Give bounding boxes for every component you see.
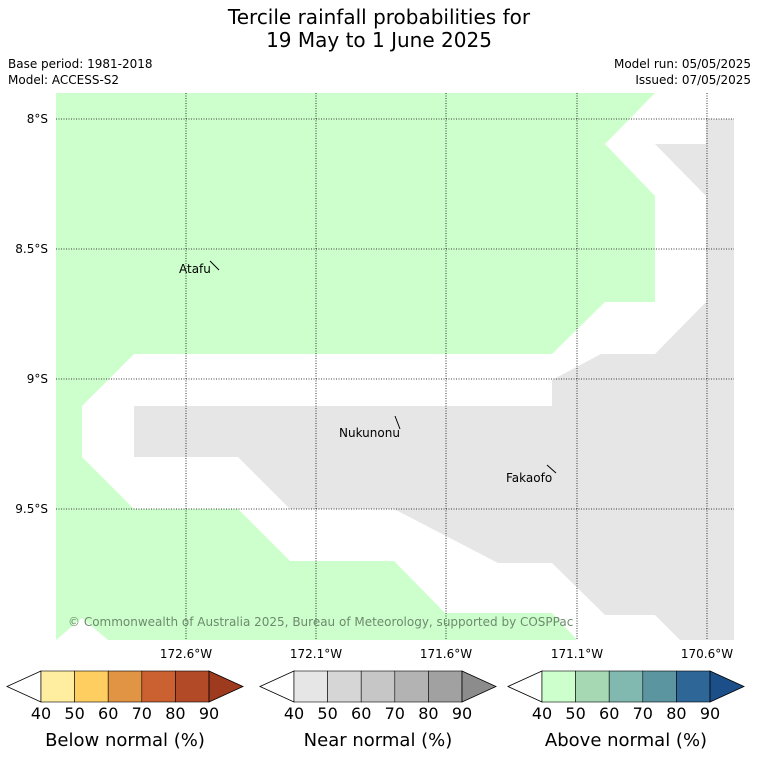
colorbar-near-tick-80: 80 xyxy=(418,704,439,723)
colorbar-above-tick-40: 40 xyxy=(531,704,553,723)
colorbar-near-high-extend xyxy=(461,670,497,703)
colorbar-below-segment-70 xyxy=(141,670,176,703)
lat-label-8-5s: 8.5°S xyxy=(15,242,48,256)
colorbar-below-tick-50: 50 xyxy=(64,704,85,723)
colorbar-below-segment-60 xyxy=(107,670,143,703)
colorbar-above-tick-70: 70 xyxy=(632,704,653,723)
colorbar-near-segment-70 xyxy=(394,670,429,703)
model-name: Model: ACCESS-S2 xyxy=(8,73,120,87)
lon-label-171-1w: 171.1°W xyxy=(550,647,604,661)
place-label-atafu: Atafu xyxy=(179,262,211,276)
lat-label-9-5s: 9.5°S xyxy=(15,502,48,516)
title-line-2: 19 May to 1 June 2025 xyxy=(266,28,492,52)
above-normal-region xyxy=(56,93,655,640)
colorbar-below-low-extend xyxy=(6,670,42,703)
colorbar-title-above: Above normal (%) xyxy=(544,730,708,751)
colorbar-above-low-extend xyxy=(507,670,543,703)
lon-label-172-6w: 172.6°W xyxy=(159,647,213,661)
colorbar-below-segment-50 xyxy=(74,670,109,703)
fakaofo-marker xyxy=(546,464,557,474)
lat-label-9s: 9°S xyxy=(26,372,48,386)
colorbar-below xyxy=(6,670,244,703)
colorbar-title-near: Near normal (%) xyxy=(303,730,453,751)
lon-label-171-6w: 171.6°W xyxy=(419,647,473,661)
colorbar-above-tick-80: 80 xyxy=(666,704,687,723)
colorbar-above-segment-80 xyxy=(676,670,711,703)
issued-date: Issued: 07/05/2025 xyxy=(635,73,751,87)
lat-label-8s: 8°S xyxy=(26,112,48,126)
colorbar-below-segment-80 xyxy=(175,670,210,703)
colorbar-below-high-extend xyxy=(208,670,244,703)
colorbar-near-segment-60 xyxy=(360,670,396,703)
title-line-1: Tercile rainfall probabilities for xyxy=(227,5,531,29)
colorbar-below-tick-80: 80 xyxy=(165,704,186,723)
colorbar-above-tick-50: 50 xyxy=(565,704,586,723)
colorbar-title-below: Below normal (%) xyxy=(45,730,205,751)
nukunonu-marker xyxy=(394,415,401,430)
colorbar-above-segment-40 xyxy=(541,670,576,703)
base-period: Base period: 1981-2018 xyxy=(8,57,153,71)
colorbar-near-tick-50: 50 xyxy=(317,704,338,723)
model-run: Model run: 05/05/2025 xyxy=(613,57,751,71)
lon-label-172-1w: 172.1°W xyxy=(289,647,343,661)
colorbar-near-tick-90: 90 xyxy=(451,704,473,723)
colorbar-near-segment-50 xyxy=(327,670,362,703)
place-label-fakaofo: Fakaofo xyxy=(506,471,553,485)
colorbar-near-segment-40 xyxy=(293,670,328,703)
colorbar-near-low-extend xyxy=(259,670,295,703)
colorbar-below-tick-40: 40 xyxy=(30,704,52,723)
copyright-notice: © Commonwealth of Australia 2025, Bureau… xyxy=(68,615,574,629)
place-label-nukunonu: Nukunonu xyxy=(339,426,400,440)
colorbar-near xyxy=(259,670,497,703)
gridlines xyxy=(56,93,734,640)
colorbar-above-tick-60: 60 xyxy=(599,704,620,723)
atafu-marker xyxy=(209,260,220,271)
colorbar-below-segment-40 xyxy=(40,670,75,703)
colorbar-below-tick-60: 60 xyxy=(98,704,119,723)
colorbar-above-segment-60 xyxy=(608,670,644,703)
colorbar-near-tick-40: 40 xyxy=(283,704,305,723)
colorbar-near-segment-80 xyxy=(428,670,463,703)
colorbar-above-segment-50 xyxy=(575,670,610,703)
colorbar-tick-labels: 40 50 60 70 80 90 40 50 60 70 80 90 40 50 60 70 80 90 xyxy=(0,704,758,726)
white-gap-bottom-left xyxy=(56,618,108,640)
near-normal-region xyxy=(134,144,734,640)
colorbars xyxy=(6,670,745,703)
colorbar-below-tick-70: 70 xyxy=(131,704,152,723)
colorbar-above-tick-90: 90 xyxy=(699,704,721,723)
colorbar-above xyxy=(507,670,745,703)
colorbar-below-tick-90: 90 xyxy=(198,704,220,723)
colorbar-near-tick-60: 60 xyxy=(351,704,372,723)
near-normal-corner xyxy=(706,119,734,144)
colorbar-near-tick-70: 70 xyxy=(384,704,405,723)
colorbar-above-segment-70 xyxy=(642,670,677,703)
colorbar-above-high-extend xyxy=(709,670,745,703)
lon-label-170-6w: 170.6°W xyxy=(680,647,734,661)
